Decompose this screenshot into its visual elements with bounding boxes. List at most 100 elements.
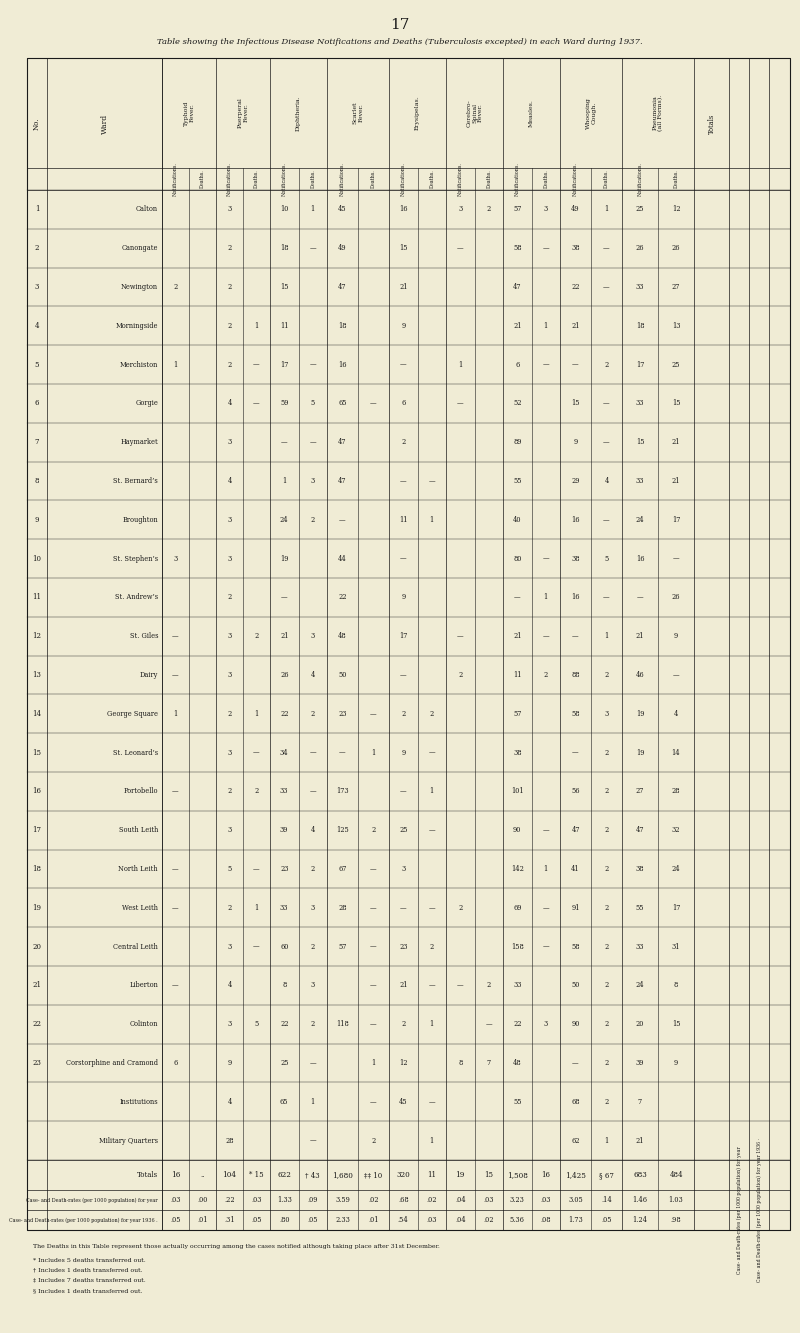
Text: .22: .22 [224,1196,235,1204]
Text: 22: 22 [33,1020,42,1028]
Text: 14: 14 [33,709,42,717]
Text: .01: .01 [198,1216,208,1224]
Text: —: — [457,244,463,252]
Text: 4: 4 [310,670,315,678]
Text: 88: 88 [571,670,580,678]
Text: 13: 13 [672,321,680,329]
Text: —: — [572,1058,579,1066]
Text: Deaths.: Deaths. [200,169,205,188]
Text: 25: 25 [636,205,644,213]
Text: 5.36: 5.36 [510,1216,525,1224]
Text: Totals: Totals [707,113,715,135]
Text: Notifications.: Notifications. [573,163,578,196]
Text: Notifications.: Notifications. [458,163,462,196]
Bar [27,59,790,1230]
Text: —: — [400,477,406,485]
Text: 4: 4 [674,709,678,717]
Text: 4: 4 [310,826,315,834]
Text: Deaths.: Deaths. [543,169,548,188]
Text: 3: 3 [401,865,406,873]
Text: —: — [310,1137,316,1145]
Text: 3: 3 [227,439,232,447]
Text: 19: 19 [636,709,644,717]
Text: —: — [542,555,549,563]
Text: —: — [339,749,346,757]
Text: 2: 2 [604,826,609,834]
Text: 56: 56 [571,788,580,796]
Text: 17: 17 [33,826,42,834]
Text: 40: 40 [513,516,522,524]
Text: ..: .. [200,1170,205,1178]
Text: 11: 11 [399,516,407,524]
Text: Notifications.: Notifications. [638,163,642,196]
Text: 1: 1 [371,1058,376,1066]
Text: 9: 9 [34,516,39,524]
Text: 5: 5 [227,865,232,873]
Text: 12: 12 [33,632,42,640]
Text: 22: 22 [571,283,580,291]
Text: South Leith: South Leith [118,826,158,834]
Text: .03: .03 [483,1196,494,1204]
Text: .05: .05 [170,1216,181,1224]
Text: 2: 2 [227,283,232,291]
Text: The Deaths in this Table represent those actually occurring among the cases noti: The Deaths in this Table represent those… [33,1244,440,1249]
Text: 33: 33 [636,942,644,950]
Text: 2: 2 [604,942,609,950]
Text: 3.59: 3.59 [335,1196,350,1204]
Text: 21: 21 [636,1137,644,1145]
Text: 2: 2 [604,1058,609,1066]
Text: 2: 2 [544,670,548,678]
Text: 58: 58 [571,709,580,717]
Text: Deaths.: Deaths. [486,169,491,188]
Text: —: — [310,1058,316,1066]
Text: 38: 38 [636,865,644,873]
Text: Scarlet
Fever.: Scarlet Fever. [353,101,363,124]
Text: St. Andrew’s: St. Andrew’s [115,593,158,601]
Text: 3: 3 [227,942,232,950]
Text: 38: 38 [571,555,580,563]
Text: Dairy: Dairy [140,670,158,678]
Text: West Leith: West Leith [122,904,158,912]
Text: 104: 104 [222,1170,237,1178]
Text: 16: 16 [338,361,346,369]
Text: 41: 41 [571,865,580,873]
Text: 2: 2 [310,865,315,873]
Text: Military Quarters: Military Quarters [99,1137,158,1145]
Text: 69: 69 [513,904,522,912]
Text: 2: 2 [604,788,609,796]
Text: —: — [400,555,406,563]
Text: 48: 48 [338,632,347,640]
Text: 1: 1 [254,904,258,912]
Text: 21: 21 [672,477,680,485]
Text: 11: 11 [280,321,289,329]
Text: 15: 15 [672,400,680,408]
Text: —: — [253,749,260,757]
Text: 58: 58 [513,244,522,252]
Text: 58: 58 [571,942,580,950]
Text: Corstorphine and Cramond: Corstorphine and Cramond [66,1058,158,1066]
Text: 1.03: 1.03 [669,1196,683,1204]
Text: 7: 7 [638,1098,642,1106]
Text: 26: 26 [636,244,644,252]
Text: 29: 29 [571,477,580,485]
Text: 2: 2 [371,826,376,834]
Text: 3.05: 3.05 [568,1196,583,1204]
Text: George Square: George Square [107,709,158,717]
Text: 2: 2 [401,439,406,447]
Text: Notifications.: Notifications. [514,163,520,196]
Text: 23: 23 [33,1058,42,1066]
Text: 49: 49 [338,244,347,252]
Text: 1: 1 [174,709,178,717]
Text: 57: 57 [513,709,522,717]
Text: 15: 15 [399,244,407,252]
Text: .03: .03 [251,1196,262,1204]
Text: 2: 2 [254,788,258,796]
Text: .00: .00 [198,1196,208,1204]
Text: 45: 45 [338,205,347,213]
Text: Case- and Death-rates (per 1000 population) for year 1936 .: Case- and Death-rates (per 1000 populati… [10,1217,158,1222]
Text: 26: 26 [280,670,289,678]
Text: 1.46: 1.46 [633,1196,647,1204]
Text: —: — [429,904,435,912]
Text: 158: 158 [511,942,524,950]
Text: § 67: § 67 [599,1170,614,1178]
